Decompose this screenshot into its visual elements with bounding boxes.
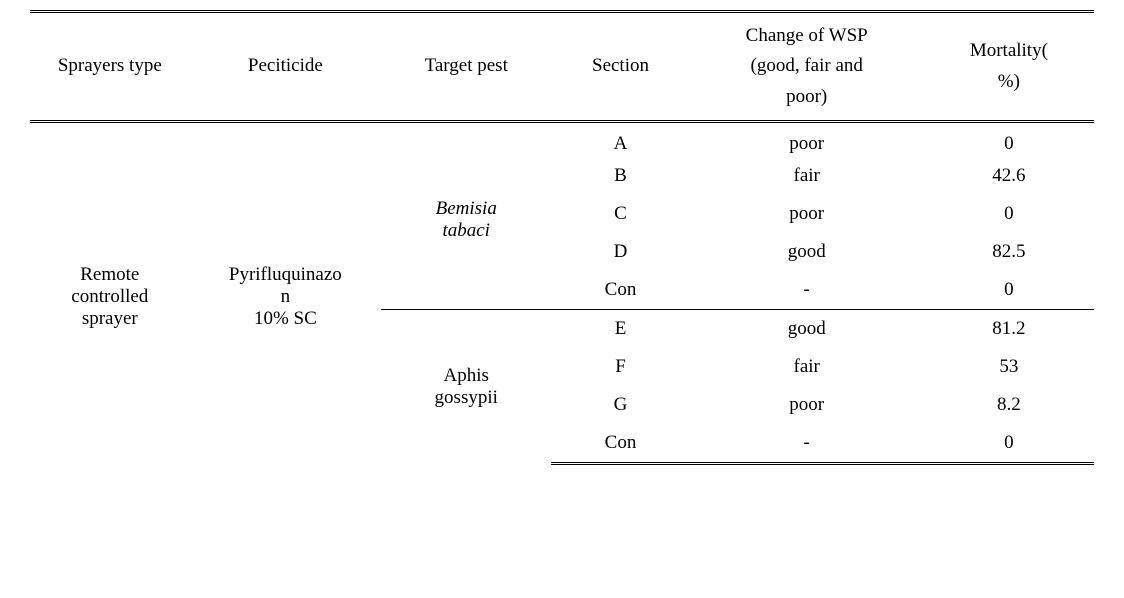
mortality-cell: 0 — [924, 271, 1094, 310]
wsp-cell: fair — [690, 348, 924, 386]
header-wsp-line3: poor) — [786, 86, 827, 107]
section-cell: F — [551, 348, 689, 386]
wsp-cell: - — [690, 424, 924, 464]
sprayer-line3: sprayer — [82, 308, 138, 329]
header-wsp: Change of WSP (good, fair and poor) — [690, 12, 924, 122]
section-cell: Con — [551, 271, 689, 310]
header-target-pest: Target pest — [381, 12, 551, 122]
pesticide-line1: Pyrifluquinazo — [229, 264, 342, 285]
wsp-cell: poor — [690, 386, 924, 424]
section-cell: Con — [551, 424, 689, 464]
pest2-line1: Aphis — [444, 365, 489, 386]
mortality-cell: 8.2 — [924, 386, 1094, 424]
section-cell: C — [551, 195, 689, 233]
mortality-cell: 42.6 — [924, 157, 1094, 195]
table-row: Remote controlled sprayer Pyrifluquinazo… — [30, 122, 1094, 158]
pest1-line2: tabaci — [442, 220, 490, 241]
target-pest-bemisia: Bemisia tabaci — [381, 122, 551, 310]
section-cell: B — [551, 157, 689, 195]
mortality-cell: 81.2 — [924, 310, 1094, 349]
section-cell: G — [551, 386, 689, 424]
pest2-line2: gossypii — [435, 387, 498, 408]
mortality-cell: 0 — [924, 195, 1094, 233]
section-cell: E — [551, 310, 689, 349]
sprayer-line1: Remote — [80, 264, 139, 285]
header-mortality-line2: %) — [998, 71, 1020, 92]
header-sprayers-type: Sprayers type — [30, 12, 190, 122]
section-cell: A — [551, 122, 689, 158]
pesticide-line3: 10% SC — [254, 308, 317, 329]
pesticide-cell: Pyrifluquinazo n 10% SC — [190, 122, 382, 464]
header-mortality-line1: Mortality( — [970, 40, 1048, 61]
section-cell: D — [551, 233, 689, 271]
sprayer-line2: controlled — [71, 286, 148, 307]
mortality-cell: 0 — [924, 122, 1094, 158]
data-table: Sprayers type Peciticide Target pest Sec… — [30, 10, 1094, 465]
header-wsp-line2: (good, fair and — [751, 55, 863, 76]
mortality-cell: 53 — [924, 348, 1094, 386]
wsp-cell: good — [690, 233, 924, 271]
wsp-cell: poor — [690, 122, 924, 158]
pest1-line1: Bemisia — [436, 198, 497, 219]
mortality-cell: 82.5 — [924, 233, 1094, 271]
wsp-cell: poor — [690, 195, 924, 233]
wsp-cell: fair — [690, 157, 924, 195]
target-pest-aphis: Aphis gossypii — [381, 310, 551, 464]
header-wsp-line1: Change of WSP — [746, 25, 868, 46]
wsp-cell: good — [690, 310, 924, 349]
header-pesticide: Peciticide — [190, 12, 382, 122]
header-section: Section — [551, 12, 689, 122]
sprayer-type-cell: Remote controlled sprayer — [30, 122, 190, 464]
header-mortality: Mortality( %) — [924, 12, 1094, 122]
mortality-cell: 0 — [924, 424, 1094, 464]
pesticide-line2: n — [281, 286, 291, 307]
header-row: Sprayers type Peciticide Target pest Sec… — [30, 12, 1094, 122]
wsp-cell: - — [690, 271, 924, 310]
